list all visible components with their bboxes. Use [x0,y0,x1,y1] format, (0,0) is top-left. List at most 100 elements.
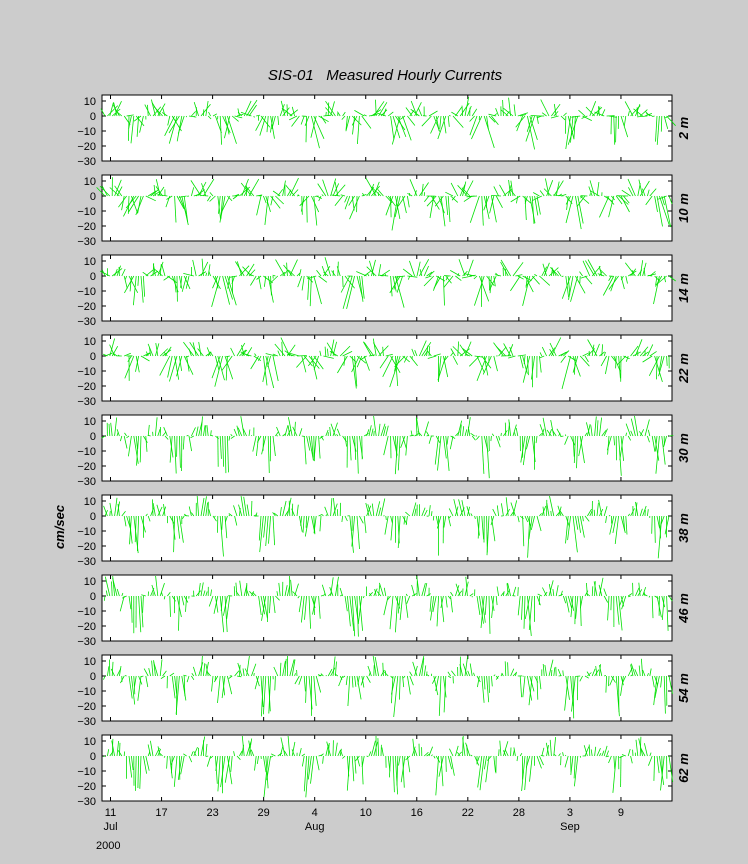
current-stick [411,348,415,357]
current-stick [193,115,196,118]
current-stick [492,508,497,517]
current-stick [445,435,450,471]
current-stick [580,195,583,199]
current-stick [289,177,299,197]
current-stick [246,263,255,277]
current-stick [507,662,509,677]
current-stick [491,433,495,437]
current-stick [423,275,435,287]
current-stick [524,275,534,293]
current-stick [503,750,507,757]
current-stick [385,353,393,357]
current-stick [254,755,257,771]
x-month-label: Jul [103,821,117,833]
current-stick [188,755,193,763]
current-stick [455,583,461,597]
current-stick [462,348,473,357]
current-stick [107,666,110,677]
current-stick [272,274,276,277]
current-stick [486,115,489,130]
current-stick [403,515,406,525]
current-stick [258,275,262,290]
current-stick [638,738,643,757]
current-stick [155,186,163,197]
current-stick [276,591,279,597]
current-stick [145,195,156,202]
current-stick [647,673,649,677]
current-stick [589,193,591,197]
current-stick [209,192,214,197]
current-stick [173,515,175,553]
current-stick [603,588,607,597]
current-stick [656,515,660,529]
current-stick [409,675,414,686]
current-stick [475,435,480,440]
y-tick-label: 10 [84,176,96,188]
current-stick [587,508,592,517]
current-stick [618,595,623,631]
current-stick [464,656,468,677]
current-stick [527,115,535,150]
current-stick [186,355,190,372]
current-stick [143,668,149,677]
current-stick [313,355,319,370]
current-stick [299,428,303,437]
current-stick [362,341,372,357]
current-stick [491,195,497,223]
current-stick [407,192,413,197]
current-stick [435,755,439,796]
current-stick [322,755,324,764]
current-stick [282,180,286,197]
current-stick [594,581,596,597]
current-stick [493,755,496,773]
current-stick [274,343,286,357]
current-stick [193,751,197,757]
current-stick [654,435,660,461]
current-stick [458,499,463,517]
plot-area [101,174,673,242]
current-stick [287,425,291,437]
current-stick [522,355,531,383]
current-stick [639,346,649,357]
current-stick [549,739,552,757]
current-stick [539,355,542,373]
current-stick [301,195,303,215]
current-stick [159,659,163,677]
current-stick [448,515,451,519]
current-stick [539,355,545,359]
x-month-label: Sep [560,821,580,833]
current-stick [335,661,337,677]
current-stick [479,595,484,624]
current-stick [145,513,148,517]
current-stick [655,435,660,474]
current-stick [159,753,163,757]
current-stick [579,755,582,758]
current-stick [457,185,468,197]
current-stick [131,595,133,623]
current-stick [427,355,437,359]
current-stick [357,115,360,145]
current-stick [219,595,225,633]
current-stick [613,435,615,446]
current-stick [356,435,359,474]
current-stick [230,434,233,437]
y-tick-label: −30 [77,396,96,408]
current-stick [128,115,132,129]
current-stick [168,115,178,144]
current-stick [157,506,163,517]
current-stick [307,355,317,367]
current-stick [342,755,346,759]
current-stick [300,515,303,526]
current-stick [446,435,449,445]
current-stick [366,675,371,683]
current-stick [383,595,389,616]
current-stick [426,753,430,757]
current-stick [372,655,377,677]
current-stick [596,748,601,757]
current-stick [279,745,284,757]
current-stick [571,675,576,712]
current-stick [224,115,231,139]
current-stick [278,582,281,597]
current-stick [642,355,653,363]
current-stick [461,105,463,117]
